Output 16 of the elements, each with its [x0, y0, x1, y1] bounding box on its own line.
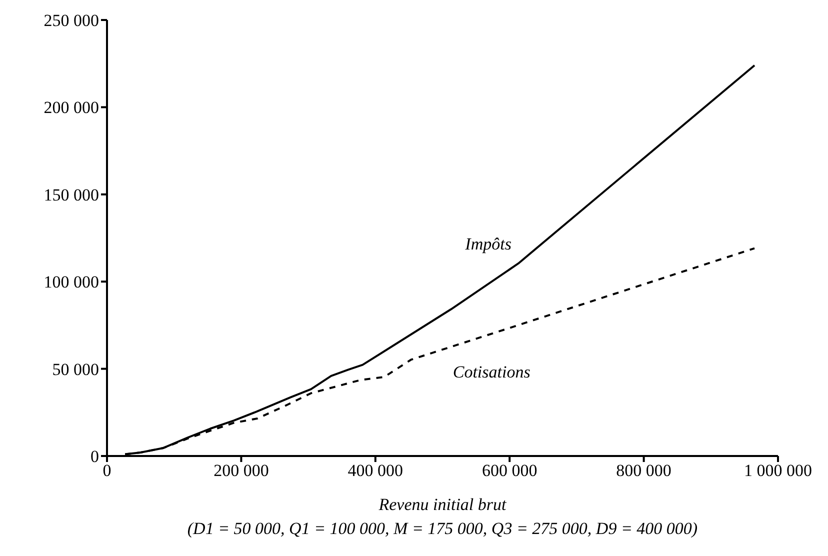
y-tick-label: 250 000: [44, 11, 99, 30]
series-label: Impôts: [464, 234, 512, 254]
y-tick-label: 200 000: [44, 98, 99, 118]
x-tick-label: 600 000: [482, 461, 538, 480]
y-tick-label: 0: [90, 447, 99, 466]
y-tick-label: 100 000: [44, 272, 99, 292]
x-tick-label: 1 000 000: [744, 461, 812, 480]
x-tick-label: 200 000: [214, 461, 269, 480]
x-tick-label: 800 000: [616, 461, 672, 480]
y-tick-label: 150 000: [44, 185, 99, 204]
text: (D1 = 50 000, Q1 = 100 000, M = 175 000, Q3 = 275 000, D9 = 400 000): [187, 519, 698, 538]
x-tick-label: 400 000: [348, 461, 404, 480]
series-label: Cotisations: [452, 362, 531, 382]
y-tick-label: 50 000: [52, 360, 99, 379]
x-tick-label: 0: [102, 461, 112, 480]
x-axis-title: Revenu initial brut: [378, 495, 508, 514]
